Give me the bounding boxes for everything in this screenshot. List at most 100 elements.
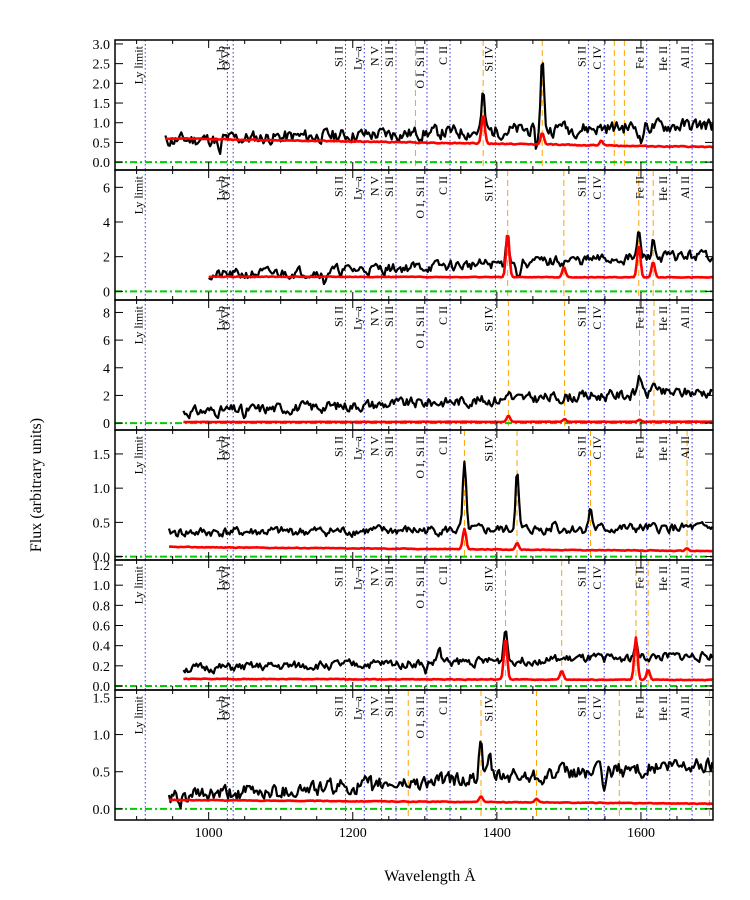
line-marker-label: Si II (382, 696, 396, 717)
y-axis-title: Flux (arbitrary units) (28, 418, 45, 552)
y-tick-label: 0.5 (93, 136, 111, 151)
line-marker-label: Si II (382, 46, 396, 67)
line-marker-label: He II (656, 696, 670, 721)
y-tick-label: 2.5 (93, 58, 111, 73)
line-marker-label: Ly–b (213, 696, 227, 721)
x-tick-label: 1200 (339, 826, 367, 841)
y-tick-label: 0.0 (93, 156, 111, 171)
model-spectrum-line (164, 115, 713, 149)
line-marker-label: C IV (590, 436, 604, 460)
line-marker-label: Fe II (633, 696, 647, 719)
line-marker-label: Si IV (481, 436, 495, 462)
line-marker-label: C II (436, 436, 450, 455)
y-tick-label: 0.4 (93, 640, 111, 655)
line-marker-label: C II (436, 46, 450, 65)
line-marker-label: O VI (219, 436, 233, 460)
line-marker-label: N V (368, 696, 382, 716)
line-marker-label: Si II (382, 566, 396, 587)
line-marker-label: Al II (678, 436, 692, 459)
line-marker-label: Si II (382, 436, 396, 457)
line-marker-label: C IV (590, 566, 604, 590)
y-tick-label: 0 (103, 285, 110, 300)
line-marker-label: Ly limit (131, 565, 145, 604)
line-marker-label: Ly limit (131, 305, 145, 344)
y-tick-label: 0.0 (93, 680, 111, 695)
y-tick-label: 2 (103, 251, 110, 266)
observed-spectrum-line (164, 62, 713, 155)
model-spectrum-line (208, 234, 713, 279)
line-marker-label: Ly–b (213, 566, 227, 591)
y-tick-label: 8 (103, 306, 110, 321)
y-tick-label: 1.5 (93, 97, 111, 112)
x-axis-title: Wavelength Å (384, 867, 476, 885)
line-marker-label: Al II (678, 306, 692, 329)
line-marker-label: O VI (219, 176, 233, 200)
line-marker-label: Si IV (481, 566, 495, 592)
y-tick-label: 0.5 (93, 516, 111, 531)
line-marker-label: C II (436, 566, 450, 585)
line-marker-label: Si II (332, 306, 346, 327)
line-marker-label: Fe II (633, 46, 647, 69)
model-spectrum-line (168, 795, 713, 806)
spectrum-panel: Ly limit Ly–bO VI Si II Ly–a N V Si II O I, Si… (93, 38, 714, 171)
line-marker-label: Ly–b (213, 176, 227, 201)
y-tick-label: 0.2 (93, 660, 111, 675)
line-marker-label: Ly–a (350, 565, 364, 590)
line-marker-label: N V (368, 46, 382, 66)
line-marker-label: O I, Si II (413, 436, 427, 479)
line-marker-label: Si IV (481, 46, 495, 72)
spectrum-panel: Ly limit Ly–bO VI Si II Ly–a N V Si II O I, Si… (103, 169, 714, 301)
line-marker-label: Si II (332, 696, 346, 717)
line-marker-label: C II (436, 306, 450, 325)
spectrum-panel: Ly limit Ly–bO VI Si II Ly–a N V Si II O I, Si… (93, 429, 714, 566)
y-tick-label: 2.0 (93, 77, 111, 92)
line-marker-label: Ly limit (131, 435, 145, 474)
observed-spectrum-line (182, 374, 713, 420)
spectrum-panel: Ly limit Ly–bO VI Si II Ly–a N V Si II O I, Si… (103, 299, 714, 432)
x-tick-label: 1000 (195, 826, 223, 841)
line-marker-label: He II (656, 436, 670, 461)
line-marker-label: Ly–b (213, 306, 227, 331)
line-marker-label: C IV (590, 306, 604, 330)
line-marker-label: Si II (574, 696, 588, 717)
line-marker-label: He II (656, 306, 670, 331)
y-tick-label: 0.8 (93, 599, 111, 614)
line-marker-label: Fe II (633, 436, 647, 459)
line-marker-label: Al II (678, 696, 692, 719)
line-marker-label: N V (368, 436, 382, 456)
line-marker-label: O VI (219, 566, 233, 590)
line-marker-label: Fe II (633, 306, 647, 329)
spectrum-panel: Ly limit Ly–bO VI Si II Ly–a N V Si II O I, Si… (93, 689, 714, 821)
line-marker-label: O I, Si II (413, 566, 427, 609)
y-tick-label: 2 (103, 389, 110, 404)
line-marker-label: Si IV (481, 176, 495, 202)
line-marker-label: Ly limit (131, 175, 145, 214)
line-marker-label: C II (436, 176, 450, 195)
line-marker-label: Si II (574, 306, 588, 327)
line-marker-label: O I, Si II (413, 176, 427, 219)
line-marker-label: C IV (590, 46, 604, 70)
y-tick-label: 3.0 (93, 38, 111, 53)
line-marker-label: C II (436, 696, 450, 715)
y-tick-label: 0.0 (93, 803, 111, 818)
spectrum-panel: Ly limit Ly–bO VI Si II Ly–a N V Si II O I, Si… (93, 559, 714, 695)
line-marker-label: N V (368, 176, 382, 196)
y-tick-label: 0.6 (93, 620, 111, 635)
line-marker-label: O I, Si II (413, 306, 427, 349)
line-marker-label: Si II (382, 176, 396, 197)
line-marker-label: Si II (574, 46, 588, 67)
line-marker-label: Fe II (633, 566, 647, 589)
line-marker-label: Si II (332, 566, 346, 587)
line-marker-label: Ly–a (350, 695, 364, 720)
line-marker-label: Si IV (481, 696, 495, 722)
observed-spectrum-line (167, 740, 713, 810)
line-marker-label: O VI (219, 306, 233, 330)
line-marker-label: Si II (574, 436, 588, 457)
line-marker-label: Ly–a (350, 175, 364, 200)
line-marker-label: Si II (332, 46, 346, 67)
observed-spectrum-line (182, 630, 713, 675)
line-marker-label: Si II (574, 176, 588, 197)
y-tick-label: 0 (103, 417, 110, 432)
line-marker-label: Al II (678, 46, 692, 69)
